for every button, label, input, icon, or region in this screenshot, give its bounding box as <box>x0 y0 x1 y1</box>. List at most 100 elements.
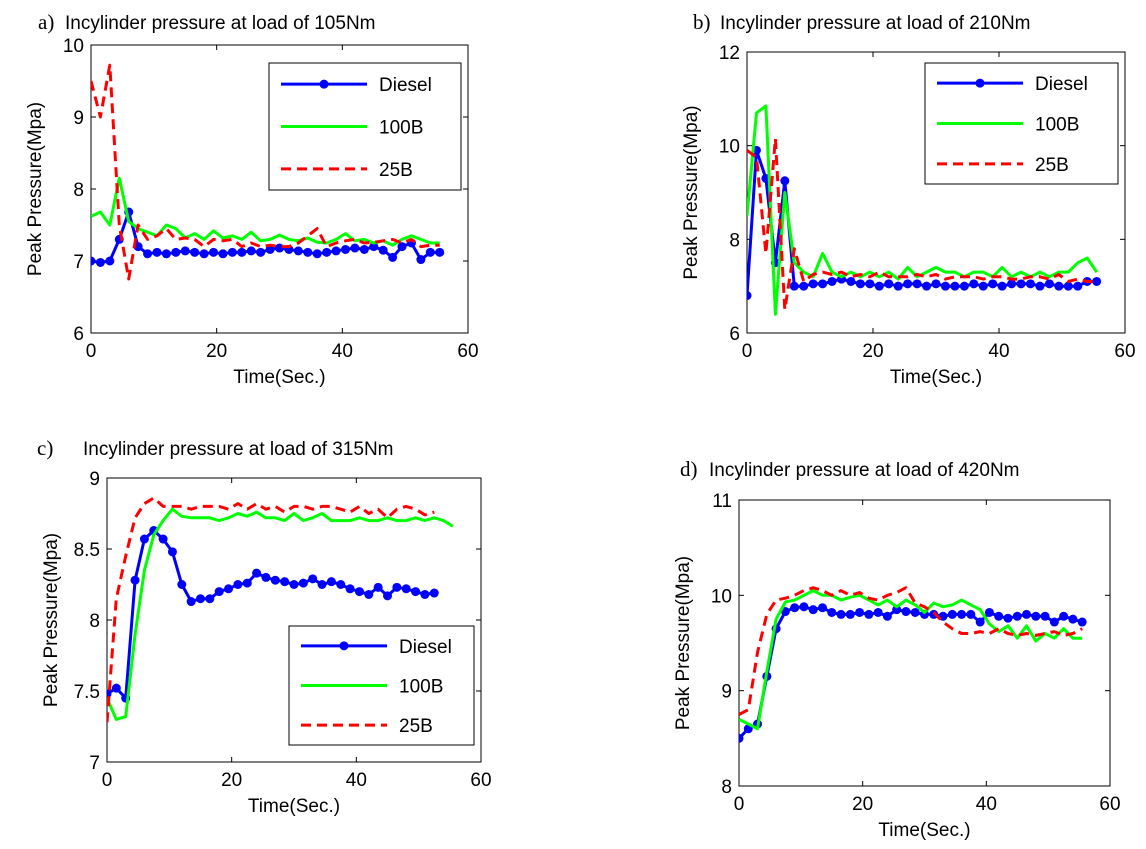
data-point-diesel <box>256 247 266 257</box>
x-tick-label: 20 <box>221 770 242 791</box>
data-point-diesel <box>233 580 243 589</box>
legend-entry-100b: 100B <box>1035 115 1079 136</box>
data-point-diesel <box>429 588 439 598</box>
data-point-diesel <box>984 607 994 617</box>
data-point-diesel <box>940 281 950 291</box>
data-point-diesel <box>161 249 171 259</box>
data-point-diesel <box>789 281 799 291</box>
data-point-diesel <box>865 279 875 289</box>
data-point-diesel <box>354 587 364 597</box>
data-point-diesel <box>836 609 846 619</box>
chart-panel-b: b) Incylinder pressure at load of 210Nm 0 2… <box>681 10 1136 388</box>
x-tick-label: 20 <box>206 341 227 362</box>
data-point-diesel <box>966 609 976 619</box>
data-point-diesel <box>152 247 162 257</box>
data-point-diesel <box>209 247 219 257</box>
data-point-diesel <box>1003 613 1013 623</box>
data-point-diesel <box>950 281 960 291</box>
data-point-diesel <box>322 247 332 257</box>
data-point-diesel <box>312 249 322 259</box>
data-point-diesel <box>270 575 280 585</box>
x-axis-label: Time(Sec.) <box>248 796 340 817</box>
x-tick-label: 60 <box>470 770 491 791</box>
plot-area <box>91 63 445 281</box>
data-point-diesel <box>190 247 200 257</box>
data-point-diesel <box>218 249 228 259</box>
data-point-diesel <box>130 575 140 585</box>
data-point-diesel <box>139 534 149 544</box>
data-point-diesel <box>411 587 421 597</box>
data-point-diesel <box>205 594 215 604</box>
data-point-diesel <box>180 246 190 256</box>
data-point-diesel <box>91 256 96 266</box>
data-point-diesel <box>345 584 355 594</box>
series-line-100b <box>107 507 454 721</box>
data-point-diesel <box>903 279 913 289</box>
data-point-diesel <box>790 603 800 613</box>
y-tick-label: 7 <box>73 252 84 273</box>
y-tick-label: 12 <box>719 43 740 64</box>
series-line-25b <box>739 586 1083 716</box>
y-tick-label: 9 <box>721 682 732 703</box>
data-point-diesel <box>425 247 435 257</box>
y-axis-label: Peak Pressure(Mpa) <box>25 102 46 276</box>
data-point-diesel <box>855 607 865 617</box>
data-point-diesel <box>846 276 856 286</box>
data-point-diesel <box>1059 611 1069 621</box>
data-point-diesel <box>994 611 1004 621</box>
data-point-diesel <box>1012 611 1022 621</box>
x-axis-label: Time(Sec.) <box>878 820 970 841</box>
legend-entry-diesel: Diesel <box>1035 74 1088 95</box>
data-point-diesel <box>1026 279 1035 289</box>
series-line-25b <box>91 63 440 281</box>
legend-entry-100b: 100B <box>379 118 423 139</box>
data-point-diesel <box>827 607 837 617</box>
data-point-diesel <box>893 281 903 291</box>
data-point-diesel <box>388 252 398 262</box>
data-point-diesel <box>931 279 941 289</box>
data-point-diesel <box>1016 279 1026 289</box>
data-point-diesel <box>261 572 271 582</box>
data-point-diesel <box>799 602 809 612</box>
data-point-diesel <box>988 279 998 289</box>
legend-entry-100b: 100B <box>399 677 443 698</box>
data-point-diesel <box>1007 279 1017 289</box>
data-point-diesel <box>340 244 350 254</box>
data-point-diesel <box>957 609 967 619</box>
chart-title: Incylinder pressure at load of 420Nm <box>709 460 1020 481</box>
data-point-diesel <box>317 580 327 589</box>
x-tick-label: 40 <box>976 794 997 815</box>
data-point-diesel <box>171 247 181 257</box>
data-point-diesel <box>199 249 209 259</box>
y-tick-label: 8.5 <box>74 540 100 561</box>
y-tick-label: 6 <box>729 324 740 345</box>
data-point-diesel <box>303 247 313 257</box>
data-point-diesel <box>401 584 411 594</box>
legend-entry-25b: 25B <box>399 716 433 737</box>
chart-title: Incylinder pressure at load of 315Nm <box>83 439 394 460</box>
data-point-diesel <box>105 256 115 266</box>
data-point-diesel <box>331 246 341 256</box>
chart-title: Incylinder pressure at load of 210Nm <box>720 13 1031 34</box>
y-tick-label: 11 <box>712 491 732 512</box>
data-point-diesel <box>350 243 360 253</box>
x-axis-label: Time(Sec.) <box>890 367 982 388</box>
y-tick-label: 10 <box>719 137 740 158</box>
chart-panel-d: d) Incylinder pressure at load of 420Nm 0 2… <box>673 457 1121 841</box>
data-point-diesel <box>947 609 957 619</box>
data-point-diesel <box>359 244 369 254</box>
data-point-diesel <box>364 589 374 599</box>
data-point-diesel <box>435 247 445 257</box>
y-tick-label: 6 <box>73 324 84 345</box>
plot-area <box>739 586 1087 743</box>
y-tick-label: 8 <box>729 230 740 251</box>
series-line-diesel <box>739 605 1083 740</box>
x-tick-label: 40 <box>332 341 353 362</box>
data-point-diesel <box>214 587 224 597</box>
legend: Diesel 100B 25B <box>924 62 1119 185</box>
data-point-diesel <box>95 257 105 267</box>
data-point-diesel <box>196 594 205 604</box>
data-point-diesel <box>845 609 855 619</box>
data-point-diesel <box>383 591 392 601</box>
